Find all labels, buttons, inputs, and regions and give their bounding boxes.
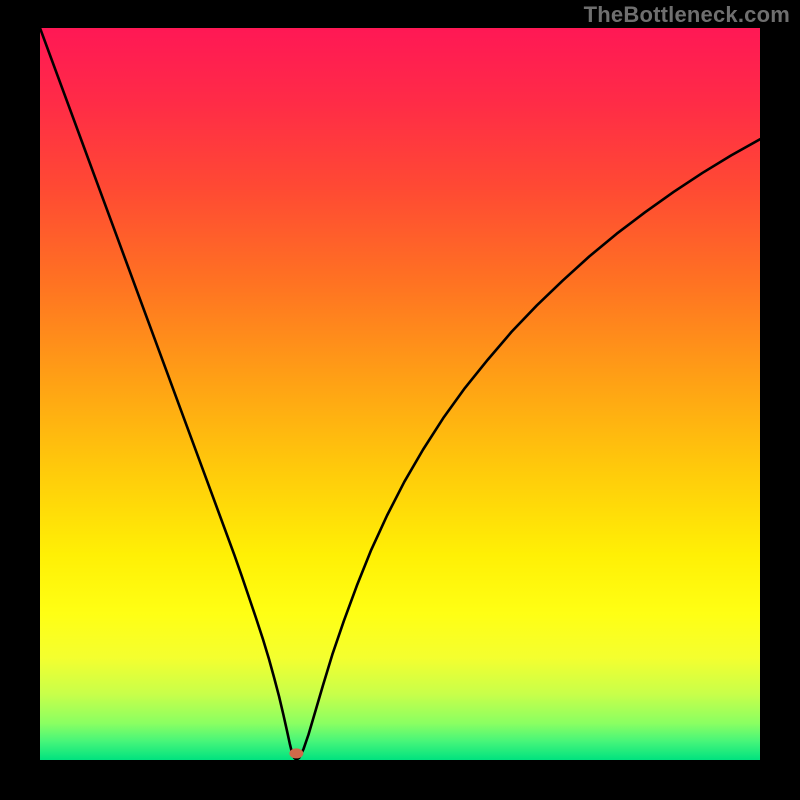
chart-svg [40,28,760,760]
plot-area [40,28,760,760]
gradient-background [40,28,760,760]
optimal-point-marker [289,748,303,758]
chart-container: TheBottleneck.com [0,0,800,800]
watermark-text: TheBottleneck.com [584,2,790,28]
